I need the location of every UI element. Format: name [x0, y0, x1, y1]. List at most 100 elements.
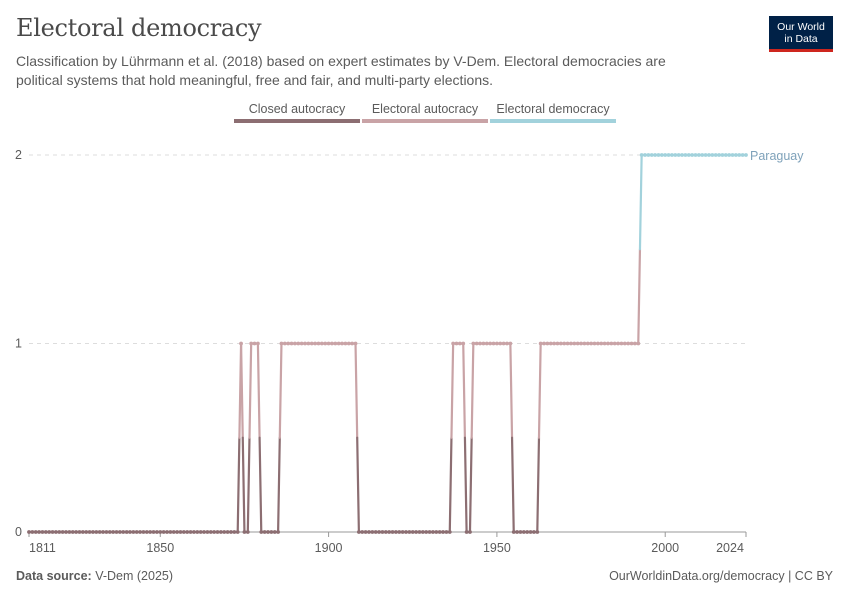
data-point	[383, 530, 388, 534]
data-point	[673, 153, 678, 157]
series-label-paraguay: Paraguay	[750, 149, 804, 163]
data-point	[427, 530, 432, 534]
data-point	[242, 530, 247, 534]
data-point	[555, 341, 560, 346]
data-point	[670, 153, 674, 157]
data-point	[64, 530, 68, 534]
series-labels: Paraguay	[750, 149, 804, 163]
data-point	[562, 341, 567, 346]
data-point	[565, 341, 570, 346]
data-point	[676, 153, 681, 157]
data-point	[316, 341, 321, 346]
data-point	[340, 341, 344, 346]
data-point	[569, 341, 573, 346]
series-segment	[354, 342, 359, 439]
data-point	[239, 341, 243, 346]
logo-line-2: in Data	[784, 33, 818, 45]
data-point	[612, 341, 617, 346]
owid-logo[interactable]: Our World in Data	[769, 16, 833, 52]
data-point	[720, 153, 725, 157]
data-point	[91, 530, 95, 534]
data-point	[606, 341, 610, 346]
data-point	[70, 530, 75, 534]
data-point	[511, 530, 516, 534]
data-point	[107, 530, 112, 534]
data-point	[195, 530, 200, 534]
data-point	[84, 530, 89, 534]
chart-legend[interactable]: Closed autocracy Electoral autocracy Elect…	[234, 102, 616, 123]
legend-swatch	[362, 119, 488, 123]
data-point	[649, 153, 654, 157]
series-segment	[463, 436, 468, 534]
series-segment	[448, 436, 453, 534]
data-point	[437, 530, 442, 534]
data-point	[575, 341, 580, 346]
data-point	[330, 341, 334, 346]
data-point	[431, 530, 435, 534]
data-point	[471, 341, 476, 346]
series-segment	[246, 436, 251, 534]
data-point	[703, 153, 708, 157]
data-point	[80, 530, 85, 534]
data-point	[542, 341, 546, 346]
data-point	[592, 341, 597, 346]
data-point	[94, 530, 99, 534]
data-point	[114, 530, 119, 534]
data-point	[202, 530, 206, 534]
data-point	[185, 530, 190, 534]
series-paraguay[interactable]	[27, 153, 748, 534]
data-point	[501, 341, 506, 346]
data-point	[57, 530, 62, 534]
data-point	[293, 341, 297, 346]
data-point	[521, 530, 526, 534]
data-point	[60, 530, 65, 534]
data-point	[138, 530, 142, 534]
data-point	[336, 341, 341, 346]
data-point	[141, 530, 146, 534]
data-point	[168, 530, 173, 534]
data-point	[730, 153, 735, 157]
data-point	[212, 530, 217, 534]
data-point	[134, 530, 139, 534]
x-tick-label: 1850	[146, 541, 174, 555]
data-point	[326, 341, 331, 346]
chart-axes: 0 1 2 1811 1850 1900 1950 2000 2024	[15, 148, 747, 555]
data-point	[491, 341, 496, 346]
data-point	[407, 530, 412, 534]
data-point	[582, 341, 587, 346]
x-tick-label: 2024	[716, 541, 744, 555]
data-point	[353, 341, 358, 346]
data-point	[306, 341, 311, 346]
data-point	[535, 530, 540, 534]
data-point	[367, 530, 371, 534]
data-point	[589, 341, 594, 346]
data-point	[646, 153, 651, 157]
data-source-value[interactable]: V-Dem (2025)	[95, 569, 174, 583]
data-point	[350, 341, 355, 346]
data-source: Data source: V-Dem (2025)	[16, 569, 173, 583]
data-point	[444, 530, 449, 534]
data-point	[319, 341, 324, 346]
series-segment	[278, 342, 283, 439]
data-point	[77, 530, 82, 534]
series-segment	[510, 436, 515, 534]
data-point	[424, 530, 429, 534]
data-point	[155, 530, 159, 534]
data-point	[262, 530, 267, 534]
data-point	[457, 341, 462, 346]
data-point	[400, 530, 405, 534]
data-point	[101, 530, 105, 534]
x-tick-label: 1900	[315, 541, 343, 555]
data-point	[740, 153, 745, 157]
data-point	[481, 341, 486, 346]
logo-line-1: Our World	[777, 21, 825, 33]
data-point	[599, 341, 604, 346]
footer-url[interactable]: OurWorldinData.org/democracy | CC BY	[609, 569, 833, 583]
series-segment	[470, 342, 475, 439]
data-point	[33, 530, 38, 534]
series-segment	[356, 436, 360, 534]
series-segment	[236, 436, 241, 534]
data-point	[619, 341, 624, 346]
x-tick-label: 2000	[651, 541, 679, 555]
data-point	[165, 530, 169, 534]
